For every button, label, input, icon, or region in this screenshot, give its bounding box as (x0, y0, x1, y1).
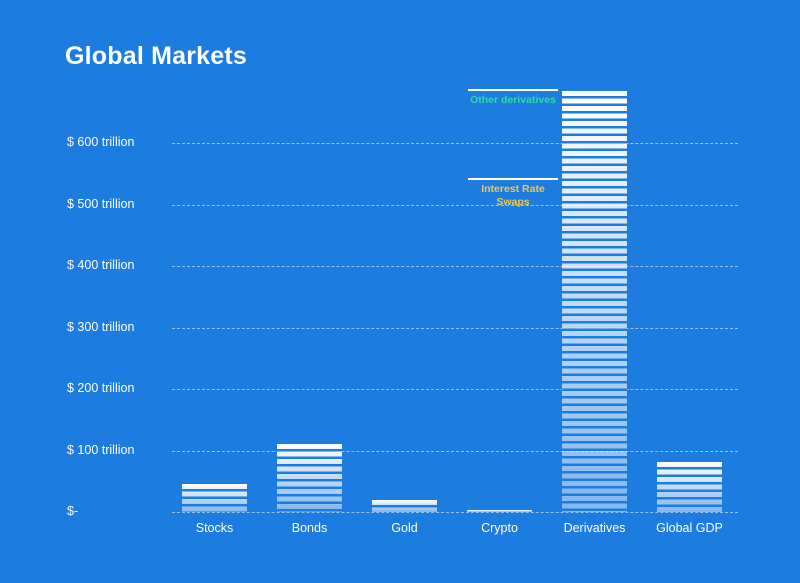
xcat-label-derivatives: Derivatives (563, 521, 626, 535)
xcat-label-bonds: Bonds (291, 521, 328, 535)
ytick-label-200: $ 200 trillion (67, 381, 135, 395)
ytick-label-400: $ 400 trillion (67, 258, 135, 272)
ytick-label-500: $ 500 trillion (67, 196, 135, 211)
gridline-500 (172, 204, 738, 206)
ytick-label-0: $- (67, 504, 79, 518)
ytick-label-100: $ 100 trillion (67, 442, 135, 457)
gridline-600 (172, 143, 738, 144)
annotation-label-other-derivatives: Other derivatives (470, 93, 556, 106)
gridline-100 (172, 450, 738, 452)
gridline-200 (172, 389, 738, 390)
annotation-line-interest-rate-swaps (468, 177, 558, 180)
bar-gold (372, 499, 437, 512)
xcat-label-crypto: Crypto (481, 521, 518, 535)
ytick-label-600: $ 600 trillion (67, 135, 135, 149)
bar-stocks (182, 484, 247, 512)
gridline-0 (172, 512, 738, 513)
bar-global-gdp (657, 461, 722, 512)
xcat-label-global-gdp: Global GDP (656, 521, 723, 535)
gridline-300 (172, 327, 738, 329)
bar-derivatives (562, 90, 627, 512)
chart-title: Global Markets (65, 42, 248, 70)
gridline-400 (172, 266, 738, 267)
ytick-label-300: $ 300 trillion (67, 319, 135, 334)
xcat-label-gold: Gold (391, 521, 418, 535)
bar-crypto (467, 510, 532, 512)
annotation-label-interest-rate-swaps: Interest Rate Swaps (481, 182, 545, 209)
bar-bonds (277, 444, 342, 512)
annotation-line-other-derivatives (468, 88, 558, 91)
xcat-label-stocks: Stocks (195, 521, 234, 535)
